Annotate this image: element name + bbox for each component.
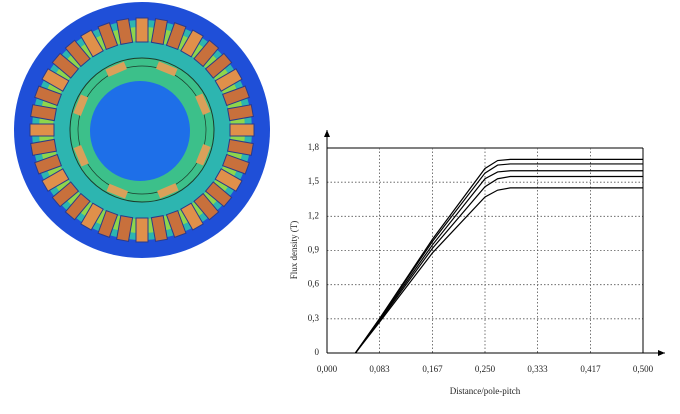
- x-tick-label: 0,417: [580, 364, 601, 374]
- y-tick-label: 0,3: [308, 313, 320, 323]
- magnet: [157, 183, 179, 199]
- slot: [204, 52, 233, 79]
- magnet: [195, 93, 211, 115]
- x-tick-label: 0,083: [369, 364, 390, 374]
- slot: [165, 209, 187, 238]
- data-line: [354, 170, 643, 354]
- motor-field-plot: [14, 2, 270, 258]
- magnet: [195, 143, 211, 166]
- slot: [116, 18, 134, 45]
- y-tick-label: 1,5: [308, 176, 320, 186]
- x-tick-label: 0,000: [317, 364, 338, 374]
- slot: [229, 123, 255, 137]
- slot: [64, 192, 91, 221]
- slot: [41, 168, 70, 192]
- slot: [165, 22, 187, 51]
- slot: [97, 209, 119, 238]
- slot: [80, 29, 104, 58]
- slot: [30, 138, 57, 156]
- slot: [80, 202, 104, 231]
- slot: [41, 68, 70, 92]
- y-tick-label: 1,8: [308, 142, 320, 152]
- slot: [227, 138, 254, 156]
- slot: [180, 29, 204, 58]
- y-axis-arrow: [324, 130, 330, 137]
- y-tick-label: 0,9: [308, 245, 320, 255]
- data-line: [354, 187, 643, 354]
- slot: [135, 217, 149, 243]
- y-axis-label: Flux density (T): [289, 221, 299, 280]
- data-line: [354, 163, 643, 354]
- x-tick-label: 0,500: [633, 364, 654, 374]
- slot: [180, 202, 204, 231]
- y-tick-label: 1,2: [308, 210, 319, 220]
- slot: [116, 215, 134, 242]
- magnet: [106, 183, 129, 199]
- magnet: [73, 94, 89, 117]
- x-axis-label: Distance/pole-pitch: [450, 386, 521, 396]
- magnets: [73, 61, 211, 199]
- slots: [29, 17, 255, 243]
- x-tick-label: 0,333: [527, 364, 548, 374]
- slot: [150, 215, 168, 242]
- slot: [30, 104, 57, 122]
- y-tick-label: 0: [315, 347, 320, 357]
- slot: [221, 85, 250, 107]
- slot: [204, 181, 233, 208]
- slot: [64, 39, 91, 68]
- slot: [150, 18, 168, 45]
- magnet: [155, 61, 178, 77]
- slot: [227, 104, 254, 122]
- slot: [135, 17, 149, 43]
- slot: [34, 153, 63, 175]
- x-axis-arrow: [658, 350, 665, 356]
- slot: [221, 153, 250, 175]
- x-tick-label: 0,250: [475, 364, 496, 374]
- slot: [214, 168, 243, 192]
- slot: [51, 181, 80, 208]
- shaft: [90, 81, 190, 181]
- rotor-line: [77, 65, 207, 195]
- data-line: [354, 175, 643, 354]
- magnet: [73, 145, 89, 167]
- slot: [34, 85, 63, 107]
- slot: [29, 123, 55, 137]
- slot: [51, 52, 80, 79]
- y-tick-label: 0,6: [308, 279, 320, 289]
- slot: [214, 68, 243, 92]
- x-tick-label: 0,167: [422, 364, 443, 374]
- slot: [193, 192, 220, 221]
- slot: [97, 22, 119, 51]
- slot: [193, 39, 220, 68]
- magnet: [105, 61, 127, 77]
